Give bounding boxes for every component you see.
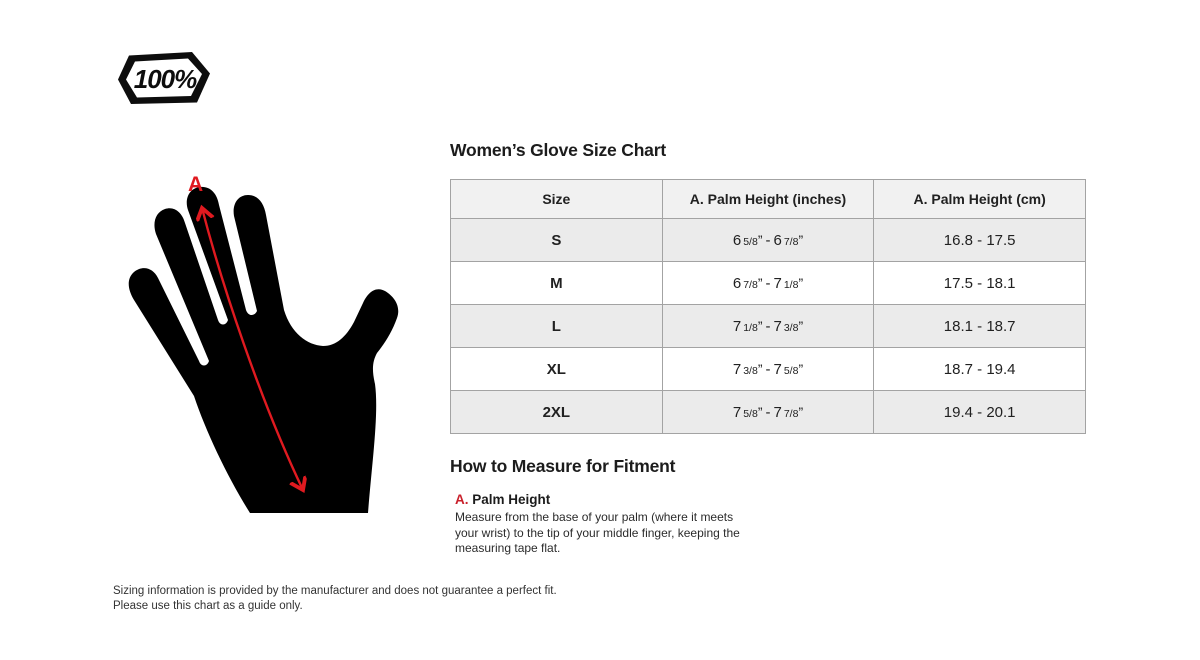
- range-separator: -: [765, 274, 771, 292]
- inch-fraction: 5/8: [743, 407, 758, 420]
- inch-fraction: 1/8: [783, 278, 799, 291]
- inch-mark: ”: [757, 317, 763, 334]
- inch-fraction: 1/8: [743, 321, 758, 334]
- inch-whole: 6: [773, 231, 782, 249]
- inch-whole: 7: [732, 403, 742, 421]
- palm-height-letter: A.: [455, 492, 469, 507]
- inches-cell: 6 5/8” -6 7/8”: [661, 218, 875, 262]
- palm-height-description: Measure from the base of your palm (wher…: [455, 510, 740, 555]
- cm-cell: 16.8 - 17.5: [873, 218, 1086, 262]
- inch-mark: ”: [757, 403, 763, 420]
- range-separator: -: [765, 403, 771, 421]
- inch-whole: 7: [732, 317, 742, 335]
- inch-fraction: 7/8: [783, 235, 799, 248]
- palm-height-name: Palm Height: [472, 492, 551, 507]
- inches-cell: 7 5/8” -7 7/8”: [661, 390, 875, 434]
- table-row-s: S 6 5/8” -6 7/8” 16.8 - 17.5: [450, 218, 1086, 262]
- inch-mark: ”: [757, 274, 763, 291]
- inches-cell: 7 3/8” -7 5/8”: [661, 347, 875, 391]
- inches-cell: 6 7/8” -7 1/8”: [661, 261, 875, 305]
- brand-logo-100-percent: 100%: [116, 50, 212, 106]
- inch-whole: 7: [773, 274, 782, 292]
- size-cell: L: [450, 304, 663, 348]
- size-cell: S: [450, 218, 663, 262]
- table-row-m: M 6 7/8” -7 1/8” 17.5 - 18.1: [450, 261, 1086, 305]
- inch-whole: 7: [732, 360, 742, 378]
- inches-cell: 7 1/8” -7 3/8”: [661, 304, 875, 348]
- footnote-line-1: Sizing information is provided by the ma…: [113, 585, 557, 597]
- inch-whole: 6: [732, 231, 742, 249]
- inch-fraction: 3/8: [743, 364, 758, 377]
- range-separator: -: [765, 231, 771, 249]
- hand-measurement-diagram: A: [110, 160, 430, 532]
- inch-fraction: 5/8: [743, 235, 758, 248]
- inch-fraction: 7/8: [743, 278, 758, 291]
- sizing-footnote: Sizing information is provided by the ma…: [113, 584, 557, 614]
- inch-fraction: 7/8: [783, 407, 799, 420]
- inch-whole: 7: [773, 360, 782, 378]
- cm-cell: 19.4 - 20.1: [873, 390, 1086, 434]
- palm-height-label: A. Palm Height: [455, 492, 550, 507]
- inch-fraction: 5/8: [783, 364, 799, 377]
- range-separator: -: [765, 360, 771, 378]
- inch-mark: ”: [798, 231, 804, 248]
- measurement-arrow-icon: [202, 208, 303, 490]
- cm-cell: 18.1 - 18.7: [873, 304, 1086, 348]
- range-separator: -: [765, 317, 771, 335]
- inch-whole: 7: [773, 403, 782, 421]
- table-row-l: L 7 1/8” -7 3/8” 18.1 - 18.7: [450, 304, 1086, 348]
- logo-text: 100%: [134, 64, 197, 94]
- size-cell: M: [450, 261, 663, 305]
- inch-mark: ”: [757, 231, 763, 248]
- inch-mark: ”: [798, 360, 804, 377]
- cm-cell: 18.7 - 19.4: [873, 347, 1086, 391]
- inch-fraction: 3/8: [783, 321, 799, 334]
- table-row-2xl: 2XL 7 5/8” -7 7/8” 19.4 - 20.1: [450, 390, 1086, 434]
- cm-cell: 17.5 - 18.1: [873, 261, 1086, 305]
- size-cell: 2XL: [450, 390, 663, 434]
- column-header-inches: A. Palm Height (inches): [661, 179, 875, 219]
- logo-hexagon-icon: 100%: [118, 52, 210, 104]
- size-chart-title: Women’s Glove Size Chart: [450, 140, 666, 160]
- inch-mark: ”: [757, 360, 763, 377]
- inch-mark: ”: [798, 274, 804, 291]
- table-header-row: Size A. Palm Height (inches) A. Palm Hei…: [450, 179, 1086, 219]
- inch-mark: ”: [798, 403, 804, 420]
- table-row-xl: XL 7 3/8” -7 5/8” 18.7 - 19.4: [450, 347, 1086, 391]
- size-cell: XL: [450, 347, 663, 391]
- column-header-size: Size: [450, 179, 663, 219]
- inch-whole: 7: [773, 317, 782, 335]
- size-chart-table: Size A. Palm Height (inches) A. Palm Hei…: [450, 179, 1086, 434]
- inch-mark: ”: [798, 317, 804, 334]
- measurement-label-a: A: [188, 173, 203, 196]
- hand-silhouette-icon: A: [128, 173, 399, 513]
- measure-section-heading: How to Measure for Fitment: [450, 456, 676, 476]
- inch-whole: 6: [732, 274, 742, 292]
- footnote-line-2: Please use this chart as a guide only.: [113, 600, 303, 612]
- column-header-cm: A. Palm Height (cm): [873, 179, 1086, 219]
